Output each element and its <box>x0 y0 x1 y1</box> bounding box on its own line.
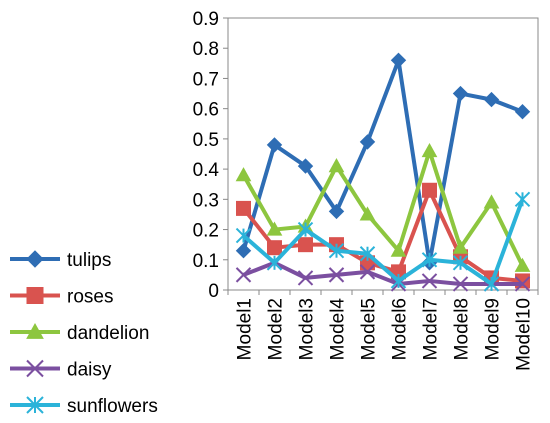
marker-stroke <box>26 359 44 378</box>
marker-diamond <box>26 250 44 268</box>
data-point-dandelion <box>483 194 500 209</box>
legend-label: dandelion <box>67 323 149 344</box>
x-tick-label: Model8 <box>452 298 473 360</box>
data-point-sunflowers <box>421 252 438 268</box>
x-tick-label: Model10 <box>514 298 535 371</box>
series-line-tulips <box>241 58 524 265</box>
data-point-sunflowers <box>452 255 469 271</box>
data-point-dandelion <box>359 206 376 221</box>
data-point-dandelion <box>266 221 283 236</box>
y-tick-label: 0.8 <box>193 39 219 60</box>
data-point-roses <box>236 200 251 216</box>
data-point-sunflowers <box>390 273 407 289</box>
data-point-sunflowers <box>235 227 252 244</box>
marker-square <box>26 287 44 304</box>
data-point-roses <box>422 182 437 198</box>
data-point-dandelion <box>421 142 438 158</box>
marker-stroke <box>235 267 252 283</box>
legend-item-daisy: daisy <box>10 360 112 381</box>
series-line-daisy <box>242 260 523 286</box>
x-tick-label: Model9 <box>483 298 504 360</box>
data-point-tulips <box>483 91 500 108</box>
data-point-dandelion <box>452 239 469 254</box>
y-tick-label: 0.1 <box>193 251 219 272</box>
legend-label: daisy <box>67 360 112 381</box>
y-tick-label: 0.4 <box>193 160 220 181</box>
data-point-daisy <box>452 276 469 292</box>
marker-triangle <box>26 322 44 339</box>
x-tick-label: Model3 <box>297 298 318 360</box>
x-tick-label: Model2 <box>266 298 287 360</box>
data-point-tulips <box>235 243 252 259</box>
data-point-daisy <box>359 264 376 280</box>
data-point-dandelion <box>390 242 407 257</box>
y-tick-label: 0.6 <box>193 100 219 121</box>
legend-item-dandelion: dandelion <box>10 322 149 344</box>
x-tick-label: Model6 <box>390 298 411 360</box>
marker-asterisk <box>26 396 44 414</box>
y-tick-label: 0.3 <box>193 190 219 211</box>
data-point-tulips <box>452 85 469 102</box>
data-point-roses <box>298 237 313 253</box>
marker-stroke <box>514 276 531 292</box>
data-point-daisy <box>297 270 314 286</box>
y-axis: 0 0.1 0.2 0.3 0.4 0.5 0.6 0.7 0.8 0.9 <box>193 9 228 302</box>
data-point-daisy <box>235 267 252 283</box>
data-point-sunflowers <box>328 243 345 259</box>
series-sunflowers <box>235 191 531 292</box>
data-point-tulips <box>328 203 345 220</box>
data-point-sunflowers <box>297 221 314 238</box>
y-tick-label: 0.5 <box>193 130 219 151</box>
data-point-dandelion <box>328 158 345 173</box>
data-point-roses <box>267 240 282 256</box>
series-layer <box>235 52 531 292</box>
data-point-daisy <box>514 276 531 292</box>
x-axis: Model1 Model2 Model3 Model4 Model5 Model6 Mode… <box>227 290 539 371</box>
data-point-daisy <box>328 267 345 283</box>
y-tick-label: 0.9 <box>193 9 219 30</box>
legend-label: roses <box>67 287 113 308</box>
series-line-sunflowers <box>242 198 525 286</box>
data-point-daisy <box>421 273 438 289</box>
x-tick-label: Model4 <box>328 298 349 361</box>
x-tick-label: Model5 <box>359 298 380 360</box>
legend: tulips roses dandelion daisy sunflowers <box>10 250 158 417</box>
data-point-sunflowers <box>266 255 283 271</box>
legend-label: tulips <box>67 250 111 271</box>
data-point-sunflowers <box>483 276 500 292</box>
legend-label: sunflowers <box>67 396 158 417</box>
data-point-dandelion <box>235 167 252 182</box>
marker-stroke <box>328 267 345 283</box>
data-point-sunflowers <box>514 191 531 208</box>
y-tick-label: 0.7 <box>193 69 219 90</box>
series-line-dandelion <box>241 148 525 267</box>
marker-stroke <box>421 273 438 289</box>
legend-item-tulips: tulips <box>10 250 111 271</box>
x-tick-label: Model7 <box>421 298 442 360</box>
data-point-dandelion <box>514 257 531 272</box>
marker-stroke <box>452 276 469 292</box>
data-point-tulips <box>266 137 283 153</box>
series-tulips <box>235 52 531 271</box>
data-point-tulips <box>297 158 314 174</box>
series-dandelion <box>235 142 531 272</box>
data-point-sunflowers <box>359 246 376 262</box>
marker-stroke <box>359 264 376 280</box>
x-tick-label: Model1 <box>235 298 256 360</box>
y-tick-label: 0 <box>208 281 219 302</box>
data-point-tulips <box>359 134 376 150</box>
marker-x <box>26 359 44 378</box>
data-point-tulips <box>514 103 531 120</box>
legend-item-sunflowers: sunflowers <box>10 396 158 417</box>
data-point-tulips <box>390 52 407 69</box>
legend-item-roses: roses <box>10 287 113 308</box>
marker-stroke <box>297 270 314 286</box>
y-tick-label: 0.2 <box>193 221 219 242</box>
